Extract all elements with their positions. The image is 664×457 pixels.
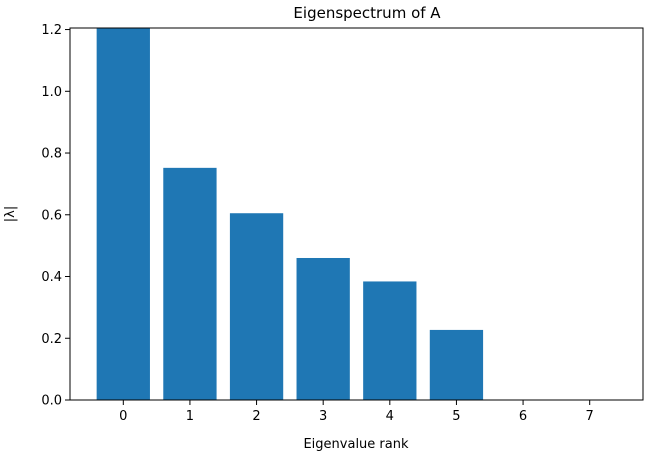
chart-title: Eigenspectrum of A — [293, 4, 441, 22]
x-tick-label: 4 — [386, 409, 394, 424]
y-tick-label: 1.0 — [41, 85, 62, 100]
bar-4 — [363, 281, 417, 400]
bar-3 — [296, 257, 350, 400]
y-tick-label: 0.4 — [41, 270, 62, 285]
x-tick-label: 5 — [452, 409, 460, 424]
y-tick-label: 1.2 — [41, 23, 62, 38]
bar-0 — [96, 28, 150, 400]
bars-group — [96, 28, 484, 400]
y-tick-label: 0.8 — [41, 147, 62, 162]
bar-2 — [229, 213, 284, 400]
y-axis: 0.0 0.2 0.4 0.6 0.8 1.0 1.2 — [41, 23, 70, 409]
bar-5 — [429, 329, 484, 400]
x-tick-label: 3 — [319, 409, 327, 424]
y-axis-label: |λ| — [3, 206, 18, 222]
x-tick-label: 0 — [119, 409, 127, 424]
y-tick-label: 0.2 — [41, 332, 62, 347]
y-tick-label: 0.6 — [41, 208, 62, 223]
x-tick-label: 2 — [252, 409, 260, 424]
x-tick-label: 7 — [586, 409, 594, 424]
x-tick-label: 1 — [186, 409, 194, 424]
x-tick-label: 6 — [519, 409, 527, 424]
y-tick-label: 0.0 — [41, 394, 62, 409]
bar-1 — [163, 167, 217, 400]
x-axis: 0 1 2 3 4 5 6 7 — [119, 400, 594, 424]
x-axis-label: Eigenvalue rank — [303, 437, 409, 452]
plot-frame — [69, 27, 644, 401]
